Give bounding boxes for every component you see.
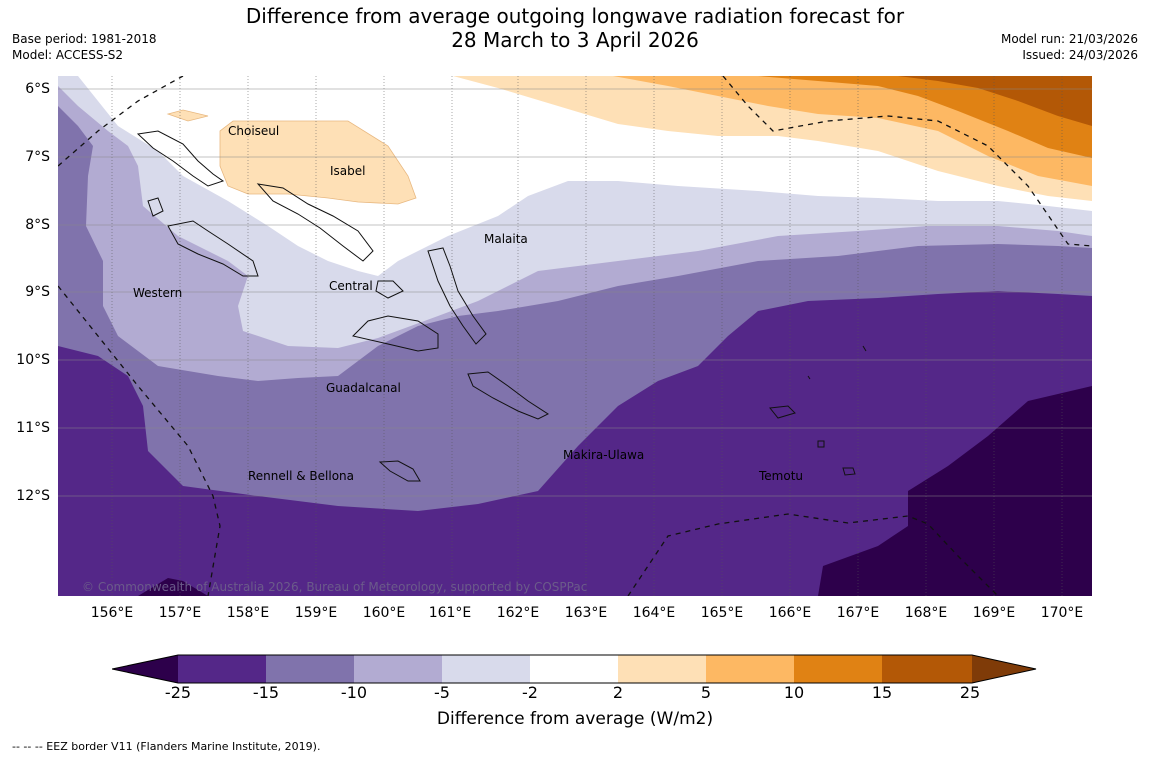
isabel-island [256,183,374,262]
lon-label: 164°E [632,605,676,621]
lat-label: 10°S [16,352,50,368]
malaita-island [427,247,487,345]
rennell-island [378,460,421,482]
colorbar-segment [442,655,530,683]
chart-title: Difference from average outgoing longwav… [0,4,1150,52]
colorbar-extend-min [112,655,178,683]
new-georgia-island [167,220,259,277]
map-svg [58,76,1092,596]
western-small-island [147,197,164,217]
colorbar-tick-label: 2 [612,683,624,702]
lon-label: 160°E [362,605,406,621]
lat-label: 7°S [25,149,50,165]
colorbar-title: Difference from average (W/m2) [436,709,714,729]
colorbar [112,654,1037,684]
band-plus2-small [166,109,209,122]
colorbar-tick-label: -25 [164,683,192,702]
colorbar-segment [266,655,354,683]
region-label-temotu: Temotu [759,469,804,483]
eez-south-east [627,513,999,596]
lon-label: 161°E [428,605,472,621]
latitude-lines [58,88,1092,497]
footnote-eez: -- -- -- EEZ border V11 (Flanders Marine… [12,740,321,753]
lon-label: 158°E [226,605,270,621]
meta-right: Model run: 21/03/2026 Issued: 24/03/2026 [1001,31,1138,63]
colorbar-tick-label: -2 [522,683,538,702]
band-minus25-east [818,386,1092,596]
meta-left: Base period: 1981-2018 Model: ACCESS-S2 [12,31,157,63]
colorbar-tick-label: 25 [959,683,981,702]
colorbar-tick-label: 10 [783,683,805,702]
lat-label: 6°S [25,81,50,97]
region-label-makira-ulawa: Makira-Ulawa [563,448,645,462]
lon-label: 166°E [768,605,812,621]
coastlines [136,130,867,482]
colorbar-segment [794,655,882,683]
map-panel [58,76,1092,596]
colorbar-outline [112,654,1037,684]
lon-label: 162°E [496,605,540,621]
colorbar-segment [354,655,442,683]
santa-cruz-island [769,405,796,419]
lon-label: 165°E [700,605,744,621]
lat-label: 8°S [25,217,50,233]
choiseul-island [136,130,225,187]
base-period: Base period: 1981-2018 [12,32,157,46]
region-label-malaita: Malaita [484,232,528,246]
florida-islands [375,280,404,299]
colorbar-tick-label: 5 [700,683,712,702]
lat-label: 9°S [25,284,50,300]
issued-date: Issued: 24/03/2026 [1022,48,1138,62]
lon-label: 157°E [158,605,202,621]
lon-label: 159°E [294,605,338,621]
title-line-2: 28 March to 3 April 2026 [451,28,699,52]
makira-island [467,371,550,420]
lon-label: 167°E [836,605,880,621]
lat-label: 11°S [16,420,50,436]
colorbar-tick-label: -5 [434,683,450,702]
band-plus15 [898,76,1092,126]
small-island-1 [817,440,825,448]
lon-label: 156°E [90,605,134,621]
colorbar-segment [178,655,266,683]
map-copyright: © Commonwealth of Australia 2026, Bureau… [82,580,588,594]
region-label-guadalcanal: Guadalcanal [326,381,401,395]
region-label-western: Western [133,286,183,300]
eez-borders [58,76,1092,596]
region-label-central: Central [329,279,373,293]
region-label-choiseul: Choiseul [228,124,280,138]
colorbar-tick-label: 15 [871,683,893,702]
colorbar-segment [618,655,706,683]
small-island-2 [842,467,856,476]
lat-label: 12°S [16,488,50,504]
colorbar-tick-label: -10 [340,683,368,702]
region-label-isabel: Isabel [330,164,366,178]
small-island-4 [862,345,867,352]
region-label-rennell-bellona: Rennell & Bellona [248,469,355,483]
eez-west [58,285,221,596]
lon-label: 168°E [904,605,948,621]
colorbar-segment [706,655,794,683]
guadalcanal-island [352,315,439,352]
lon-label: 169°E [972,605,1016,621]
title-line-1: Difference from average outgoing longwav… [245,4,905,28]
lon-label: 170°E [1040,605,1084,621]
lon-label: 163°E [564,605,608,621]
band-minus15 [58,291,1092,596]
small-island-3 [807,375,811,380]
band-minus25-south [138,578,208,596]
model-run: Model run: 21/03/2026 [1000,32,1138,46]
colorbar-segment [530,655,618,683]
colorbar-segment [882,655,972,683]
colorbar-tick-label: -15 [252,683,280,702]
colorbar-extend-max [972,655,1036,683]
model-name: Model: ACCESS-S2 [12,48,124,62]
band-plus2-isabel [219,120,417,205]
